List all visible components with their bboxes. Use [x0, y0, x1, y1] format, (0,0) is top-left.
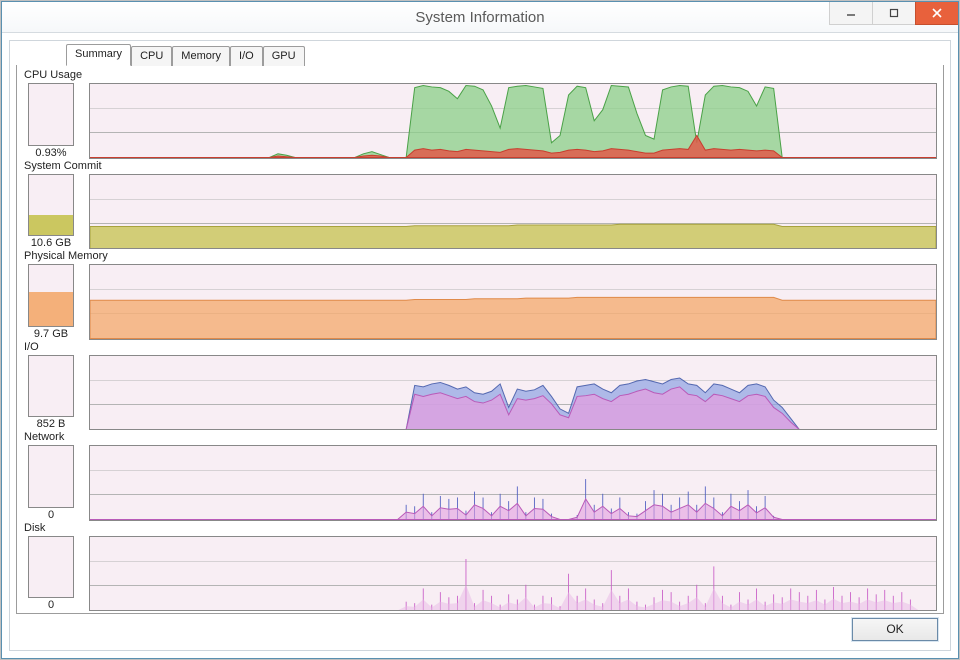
close-button[interactable]: [915, 2, 958, 25]
minimize-button[interactable]: [829, 2, 872, 25]
metric-io: I/O 852 B: [23, 341, 937, 431]
tab-gpu[interactable]: GPU: [263, 46, 305, 66]
minimize-icon: [846, 8, 856, 18]
meter-network: [28, 445, 74, 508]
metric-label-network: Network: [23, 431, 937, 445]
chart-physmem: [89, 264, 937, 340]
meter-value-network: 0: [48, 508, 54, 521]
window-controls: [829, 2, 958, 24]
metric-label-cpu: CPU Usage: [23, 69, 937, 83]
metric-label-io: I/O: [23, 341, 937, 355]
ok-button[interactable]: OK: [852, 618, 938, 641]
meter-value-io: 852 B: [37, 417, 66, 430]
chart-network: [89, 445, 937, 521]
maximize-icon: [889, 8, 899, 18]
button-row: OK: [16, 614, 944, 644]
client-area: SummaryCPUMemoryI/OGPU CPU Usage0.93%Sys…: [9, 40, 951, 651]
metric-physmem: Physical Memory 9.7 GB: [23, 250, 937, 340]
maximize-button[interactable]: [872, 2, 915, 25]
meter-io: [28, 355, 74, 418]
chart-cpu: [89, 83, 937, 159]
meter-value-commit: 10.6 GB: [31, 236, 71, 249]
metric-disk: Disk 0: [23, 522, 937, 612]
meter-value-cpu: 0.93%: [35, 146, 66, 159]
system-information-window: System Information SummaryCPUMemoryI/OGP…: [1, 1, 959, 659]
meter-value-physmem: 9.7 GB: [34, 327, 68, 340]
tabstrip: SummaryCPUMemoryI/OGPU: [66, 45, 944, 65]
tab-panel-summary: CPU Usage 0.93%System Commit 10.6 GBPhysic…: [16, 65, 944, 614]
metric-label-disk: Disk: [23, 522, 937, 536]
metric-commit: System Commit 10.6 GB: [23, 160, 937, 250]
tab-summary[interactable]: Summary: [66, 44, 131, 66]
metric-cpu: CPU Usage 0.93%: [23, 69, 937, 159]
window-title: System Information: [415, 9, 544, 26]
chart-disk: [89, 536, 937, 612]
chart-io: [89, 355, 937, 431]
tab-io[interactable]: I/O: [230, 46, 263, 66]
metric-network: Network 0: [23, 431, 937, 521]
meter-physmem: [28, 264, 74, 327]
close-icon: [931, 7, 943, 19]
tab-cpu[interactable]: CPU: [131, 46, 172, 66]
metric-label-commit: System Commit: [23, 160, 937, 174]
meter-value-disk: 0: [48, 598, 54, 611]
meter-commit: [28, 174, 74, 237]
metric-label-physmem: Physical Memory: [23, 250, 937, 264]
tab-memory[interactable]: Memory: [172, 46, 230, 66]
chart-commit: [89, 174, 937, 250]
meter-disk: [28, 536, 74, 599]
titlebar[interactable]: System Information: [2, 2, 958, 33]
meter-cpu: [28, 83, 74, 146]
